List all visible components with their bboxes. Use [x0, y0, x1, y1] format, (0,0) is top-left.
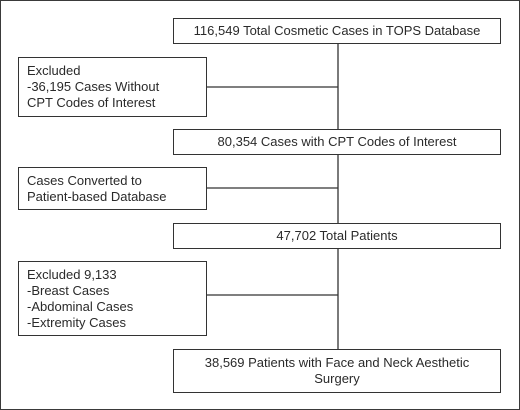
note-excluded-cpt: Excluded -36,195 Cases Without CPT Codes… — [18, 57, 207, 117]
step-face-neck-patients: 38,569 Patients with Face and Neck Aesth… — [173, 349, 501, 393]
note-line: -Breast Cases — [27, 282, 110, 298]
step-label: 47,702 Total Patients — [276, 228, 398, 243]
note-line: -Abdominal Cases — [27, 298, 134, 314]
step-label: 38,569 Patients with Face and Neck Aesth… — [204, 355, 470, 370]
step-label: Surgery — [314, 371, 360, 386]
note-line: Patient-based Database — [27, 188, 167, 204]
note-line: Cases Converted to — [27, 172, 142, 188]
note-line: CPT Codes of Interest — [27, 95, 156, 110]
note-line: -36,195 Cases Without — [27, 79, 160, 94]
step-total-patients: 47,702 Total Patients — [173, 223, 501, 249]
note-line: -Extremity Cases — [27, 314, 126, 330]
step-total-cosmetic-cases: 116,549 Total Cosmetic Cases in TOPS Dat… — [173, 18, 501, 44]
note-excluded-regions: Excluded 9,133 -Breast Cases -Abdominal … — [18, 261, 207, 336]
step-label: 80,354 Cases with CPT Codes of Interest — [217, 134, 457, 149]
step-cpt-cases: 80,354 Cases with CPT Codes of Interest — [173, 129, 501, 155]
note-line: Excluded 9,133 — [27, 266, 117, 282]
note-line: Excluded — [27, 63, 81, 78]
step-label: 116,549 Total Cosmetic Cases in TOPS Dat… — [193, 23, 481, 38]
note-converted: Cases Converted to Patient-based Databas… — [18, 167, 207, 210]
